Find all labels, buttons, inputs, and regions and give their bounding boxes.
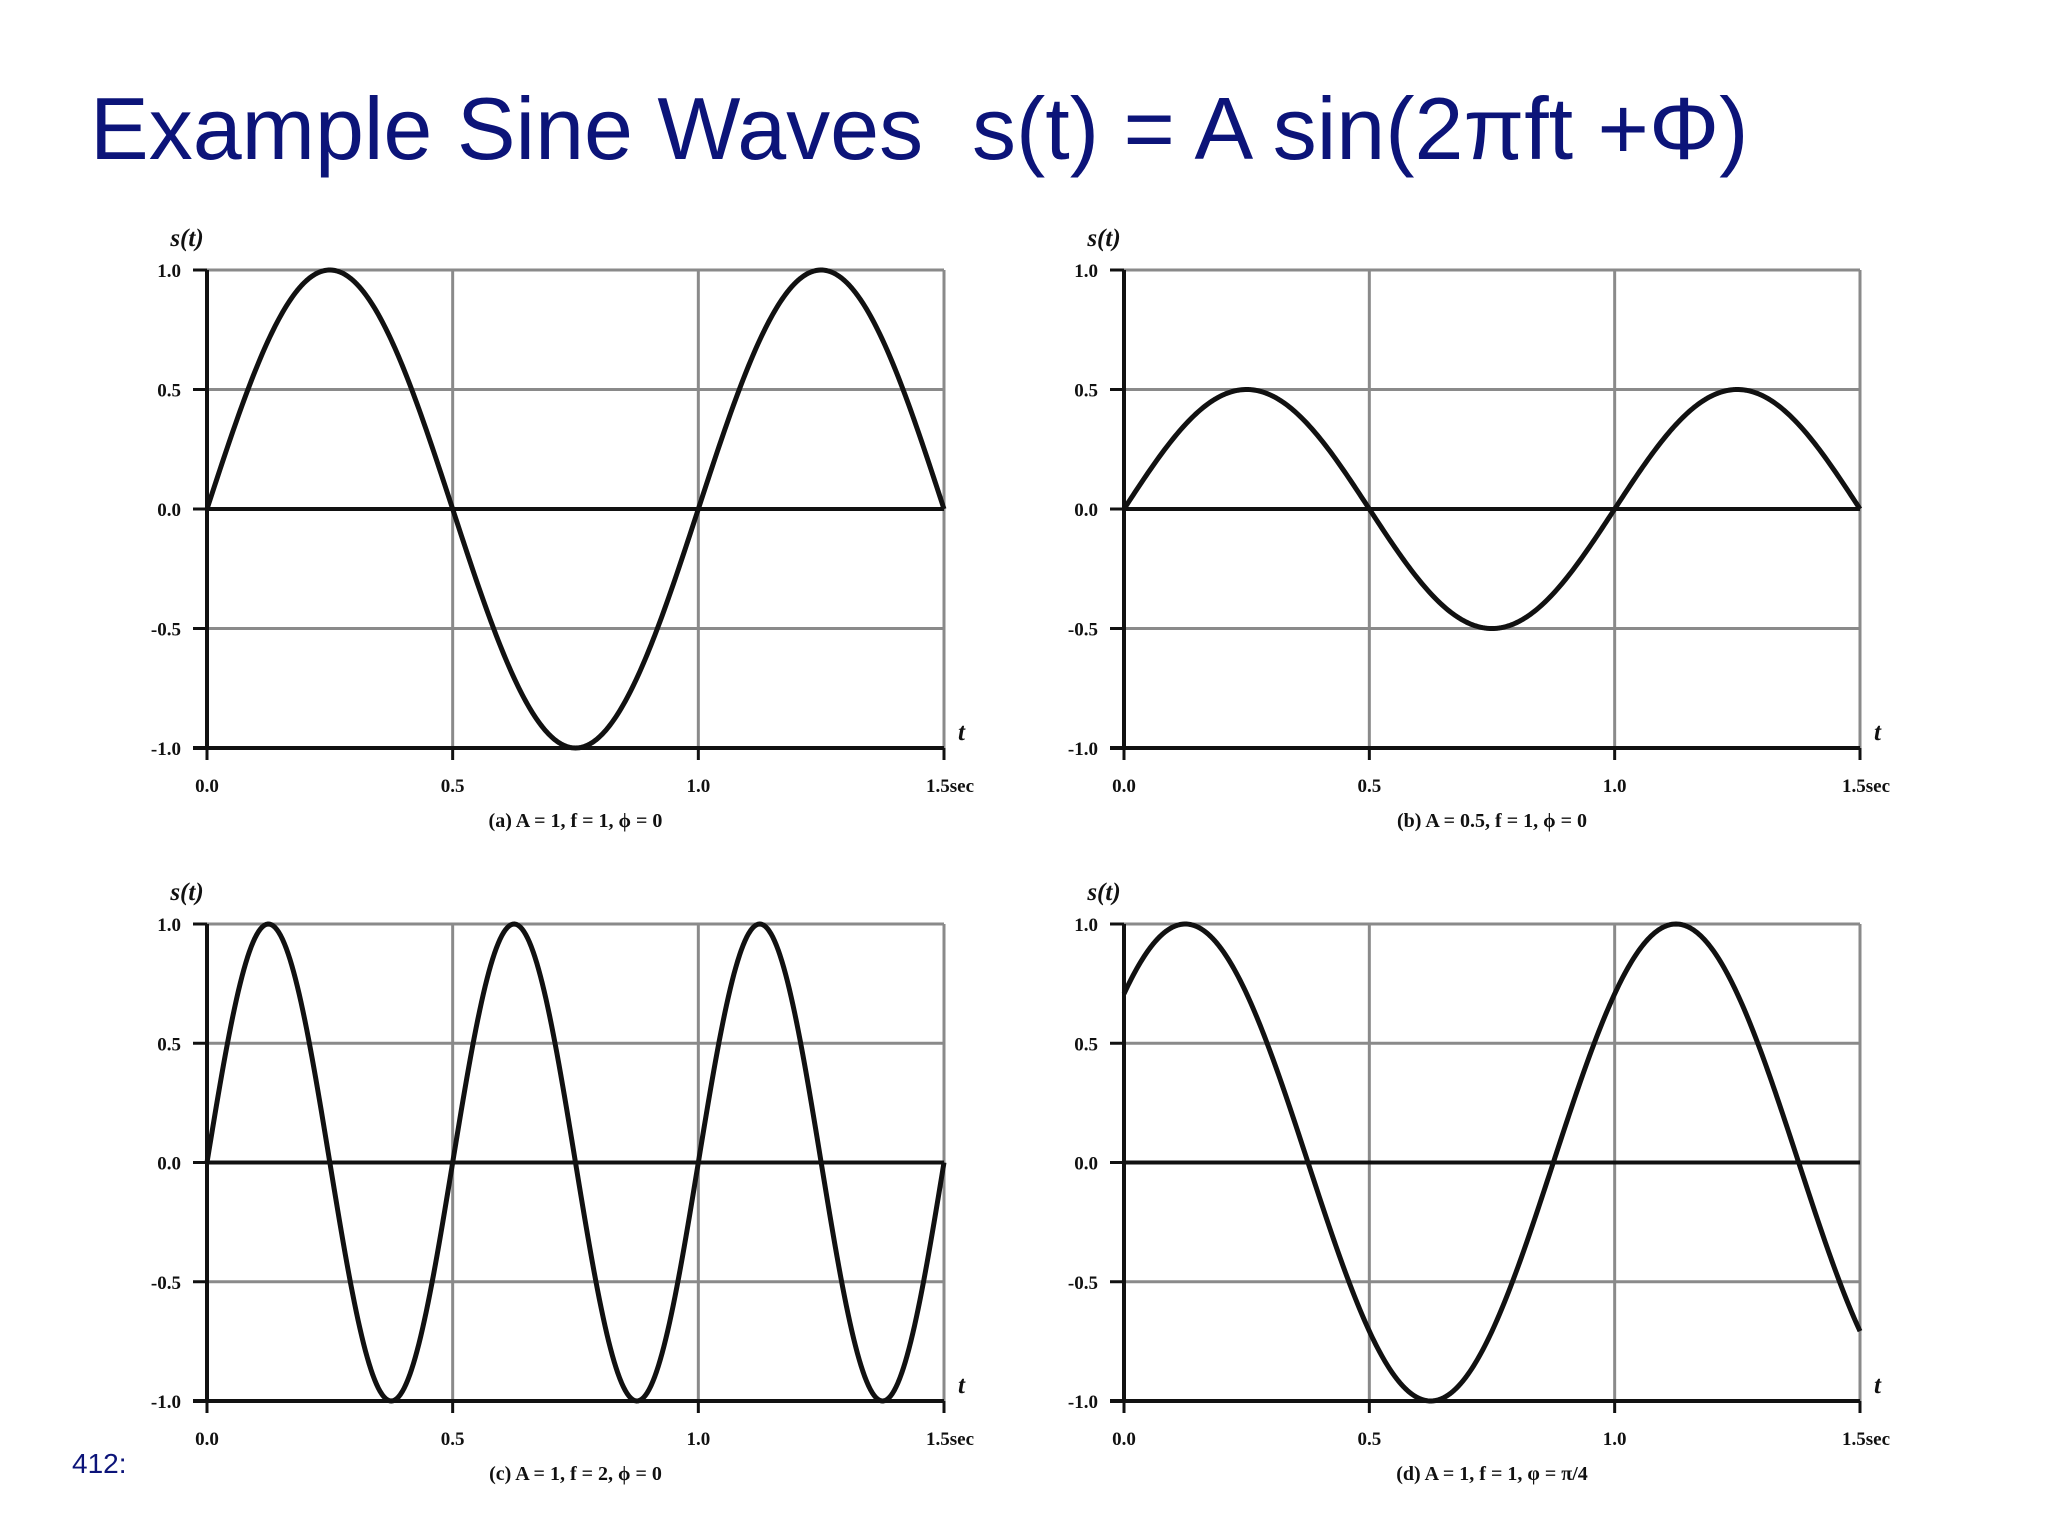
y-tick-label: 1.0: [157, 915, 181, 936]
y-tick-label: 1.0: [157, 261, 181, 282]
y-tick-label: -1.0: [151, 739, 181, 760]
x-tick-label: 1.5sec: [926, 1429, 974, 1450]
x-tick-label: 0.5: [1357, 776, 1381, 797]
x-tick-label: 0.5: [441, 1429, 465, 1450]
sine-curve: [1121, 921, 1863, 1404]
sine-curve: [204, 267, 947, 751]
chart-caption: (b) A = 0.5, f = 1, ϕ = 0: [1397, 810, 1587, 832]
sine-curve: [1121, 387, 1863, 631]
chart-d: 1.0 0.5 0.0 -0.5 -1.0 0.0 0.5 1.0 1.5sec s(t) t (d)…: [1068, 879, 1890, 1485]
y-tick-label: -1.0: [1068, 1392, 1098, 1413]
x-tick-label: 1.5sec: [926, 776, 974, 797]
x-tick-label: 0.0: [195, 776, 219, 797]
y-tick-label: 1.0: [1074, 261, 1098, 282]
y-tick-label: 0.5: [157, 381, 181, 402]
y-tick-label: -0.5: [1068, 1273, 1098, 1294]
x-tick-label: 0.5: [1357, 1429, 1381, 1450]
chart-b: 1.0 0.5 0.0 -0.5 -1.0 0.0 0.5 1.0 1.5sec s(t) t (b)…: [1068, 225, 1890, 832]
y-axis-label: s(t): [1086, 879, 1120, 906]
x-tick-label: 1.0: [1603, 1429, 1627, 1450]
y-axis-label: s(t): [1086, 225, 1120, 252]
x-tick-label: 0.0: [195, 1429, 219, 1450]
y-tick-label: 0.5: [1074, 1034, 1098, 1055]
y-tick-label: 0.5: [1074, 381, 1098, 402]
x-tick-label: 0.0: [1112, 1429, 1136, 1450]
sine-curve: [204, 921, 947, 1404]
x-tick-label: 1.0: [686, 1429, 710, 1450]
x-tick-label: 1.0: [686, 776, 710, 797]
y-tick-label: -0.5: [151, 1273, 181, 1294]
chart-a: 1.0 0.5 0.0 -0.5 -1.0 0.0 0.5 1.0 1.5sec s(t) t (a)…: [151, 225, 974, 832]
chart-caption: (a) A = 1, f = 1, ϕ = 0: [489, 810, 663, 832]
y-tick-label: 1.0: [1074, 915, 1098, 936]
y-tick-label: 0.0: [1074, 1154, 1098, 1175]
x-axis-label: t: [1874, 1372, 1882, 1399]
x-axis-label: t: [958, 1372, 966, 1399]
y-tick-label: -0.5: [1068, 620, 1098, 641]
y-axis-label: s(t): [169, 879, 203, 906]
x-axis-label: t: [958, 719, 966, 746]
y-tick-label: -1.0: [1068, 739, 1098, 760]
x-tick-label: 1.5sec: [1842, 1429, 1890, 1450]
y-tick-label: 0.5: [157, 1034, 181, 1055]
y-tick-label: -0.5: [151, 620, 181, 641]
slide-title: Example Sine Waves s(t) = A sin(2πft +Φ): [90, 79, 1749, 178]
y-axis-label: s(t): [169, 225, 203, 252]
y-tick-label: 0.0: [1074, 500, 1098, 521]
page-number: 412:: [72, 1448, 127, 1479]
x-tick-label: 0.0: [1112, 776, 1136, 797]
chart-caption: (d) A = 1, f = 1, φ = π/4: [1396, 1463, 1588, 1485]
y-tick-label: 0.0: [157, 500, 181, 521]
chart-caption: (c) A = 1, f = 2, ϕ = 0: [489, 1463, 662, 1485]
x-axis-label: t: [1874, 719, 1882, 746]
y-tick-label: -1.0: [151, 1392, 181, 1413]
x-tick-label: 1.0: [1603, 776, 1627, 797]
x-tick-label: 1.5sec: [1842, 776, 1890, 797]
chart-c: 1.0 0.5 0.0 -0.5 -1.0 0.0 0.5 1.0 1.5sec s(t) t (c)…: [151, 879, 974, 1485]
x-tick-label: 0.5: [441, 776, 465, 797]
y-tick-label: 0.0: [157, 1154, 181, 1175]
